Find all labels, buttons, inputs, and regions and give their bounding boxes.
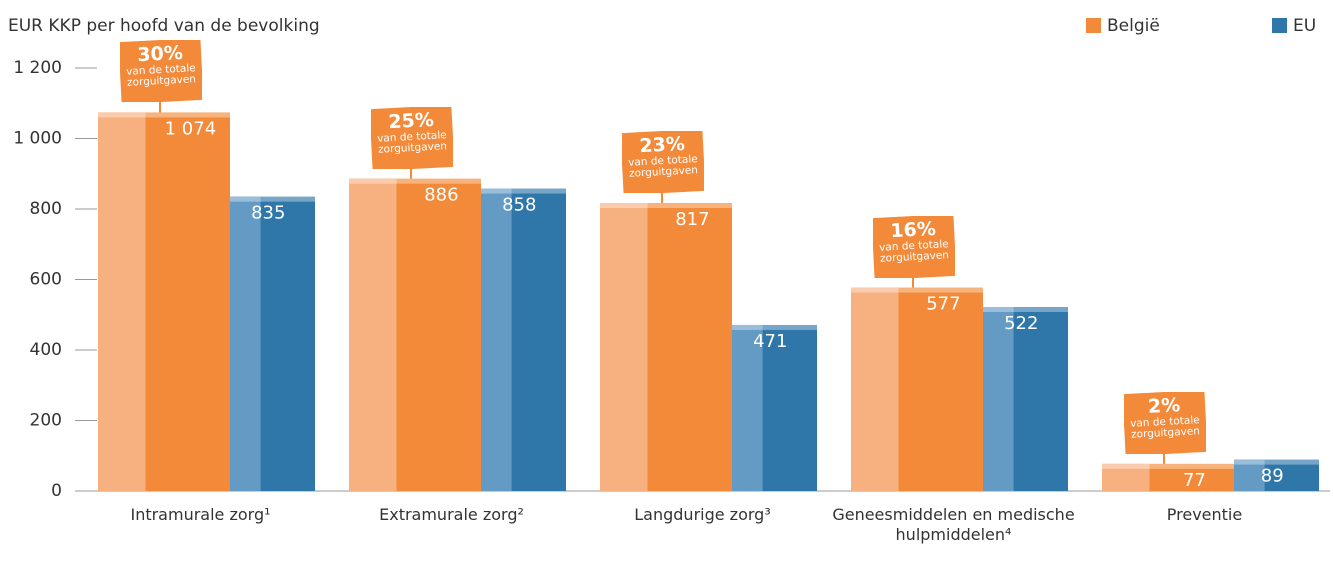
bar-edge [983,307,1068,312]
legend-label: EU [1293,16,1316,36]
bar-edge [851,288,983,293]
value-label: 577 [926,294,960,315]
bar-shade [481,189,512,491]
legend-swatch [1272,18,1287,33]
callout: 30%van de totale zorguitgaven [120,40,202,102]
bar-edge [1102,464,1234,469]
x-tick-label-box: Intramurale zorg¹ [75,505,326,555]
bar-edge [732,325,817,330]
x-tick-label-box: Geneesmiddelen en medische hulpmiddelen⁴ [828,505,1079,555]
x-tick-label-box: Preventie [1079,505,1330,555]
y-tick-label: 600 [30,270,62,290]
callout: 2%van de totale zorguitgaven [1124,392,1206,454]
x-tick-label-box: Extramurale zorg² [326,505,577,555]
bar-edge [600,203,732,208]
value-label: 858 [502,195,536,216]
callout: 25%van de totale zorguitgaven [371,107,453,169]
chart: EUR KKP per hoofd van de bevolking 0 200 4… [0,0,1333,561]
value-label: 1 074 [165,118,217,139]
bar-edge [230,197,315,202]
y-tick-label: 1 000 [13,129,62,149]
bar-shade [600,203,648,491]
x-tick-label: Langdurige zorg³ [577,505,828,525]
chart-title: EUR KKP per hoofd van de bevolking [8,16,320,36]
y-tick-label: 200 [30,411,62,431]
callout-subtext: van de totale zorguitgaven [1126,415,1205,441]
bar-shade [851,288,899,491]
x-tick-label: Geneesmiddelen en medische hulpmiddelen⁴ [828,505,1079,545]
bar-shade [349,179,397,491]
value-label: 835 [251,203,285,224]
y-tick-label: 800 [30,199,62,219]
y-tick-label: 400 [30,340,62,360]
x-tick-label: Intramurale zorg¹ [75,505,326,525]
callout-subtext: van de totale zorguitgaven [624,154,703,180]
legend-swatch [1086,18,1101,33]
bar-edge [481,189,566,194]
x-tick-label-box: Langdurige zorg³ [577,505,828,555]
legend-label: België [1107,16,1160,36]
callout-box: 30%van de totale zorguitgaven [120,40,202,102]
value-label: 471 [753,331,787,352]
callout: 23%van de totale zorguitgaven [622,131,704,193]
callout-subtext: van de totale zorguitgaven [122,63,201,89]
bar-edge [1234,460,1319,465]
callout-box: 2%van de totale zorguitgaven [1124,392,1206,454]
callout-subtext: van de totale zorguitgaven [373,130,452,156]
x-tick-label: Preventie [1079,505,1330,525]
y-tick-label: 1 200 [13,58,62,78]
callout-subtext: van de totale zorguitgaven [875,239,954,265]
bar-shade [983,307,1014,491]
callout-box: 23%van de totale zorguitgaven [622,131,704,193]
callout: 16%van de totale zorguitgaven [873,216,955,278]
value-label: 89 [1261,466,1284,487]
value-label: 886 [424,185,458,206]
value-label: 77 [1183,470,1206,491]
bar-edge [349,179,481,184]
bar-shade [98,112,146,491]
y-tick-label: 0 [51,481,62,501]
value-label: 522 [1004,313,1038,334]
callout-box: 25%van de totale zorguitgaven [371,107,453,169]
bar-edge [98,112,230,117]
bar-shade [230,197,261,491]
value-label: 817 [675,209,709,230]
x-tick-label: Extramurale zorg² [326,505,577,525]
callout-box: 16%van de totale zorguitgaven [873,216,955,278]
